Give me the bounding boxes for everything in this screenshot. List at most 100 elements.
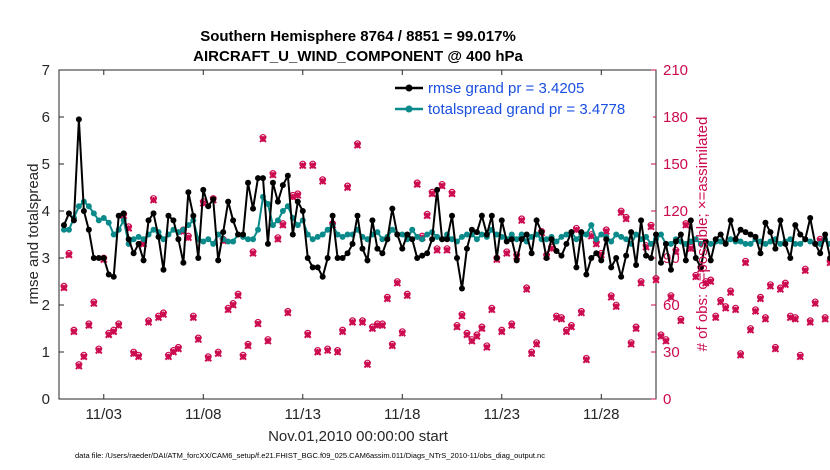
series-point-0 bbox=[75, 116, 82, 123]
series-point-1 bbox=[593, 236, 600, 243]
legend-spread-marker bbox=[405, 105, 413, 113]
legend-box bbox=[391, 77, 653, 119]
obs-assimilated-marker bbox=[60, 284, 68, 292]
x-tick-label: 11/23 bbox=[484, 406, 520, 423]
series-point-0 bbox=[180, 259, 187, 266]
series-point-1 bbox=[543, 236, 550, 243]
series-point-1 bbox=[274, 217, 281, 224]
series-point-0 bbox=[687, 217, 694, 224]
obs-assimilated-marker bbox=[254, 320, 262, 328]
obs-assimilated-marker bbox=[751, 307, 760, 315]
series-point-1 bbox=[807, 238, 814, 245]
series-point-0 bbox=[130, 250, 137, 257]
series-point-0 bbox=[807, 215, 814, 222]
series-point-0 bbox=[692, 255, 699, 261]
series-lines bbox=[60, 116, 830, 292]
obs-assimilated-marker bbox=[483, 343, 491, 352]
series-point-0 bbox=[279, 182, 286, 189]
series-point-0 bbox=[454, 255, 460, 261]
obs-assimilated-marker bbox=[687, 244, 695, 253]
obs-assimilated-marker bbox=[826, 258, 830, 267]
series-point-1 bbox=[623, 236, 630, 243]
series-point-1 bbox=[648, 240, 655, 247]
series-point-0 bbox=[309, 264, 316, 271]
obs-assimilated-marker bbox=[577, 309, 586, 317]
series-point-1 bbox=[160, 236, 167, 243]
series-point-0 bbox=[120, 210, 127, 217]
series-point-1 bbox=[588, 222, 595, 229]
series-point-1 bbox=[792, 240, 799, 247]
obs-assimilated-marker bbox=[478, 324, 486, 333]
obs-assimilated-stroke bbox=[826, 258, 830, 264]
obs-assimilated-marker bbox=[756, 295, 765, 303]
series-point-1 bbox=[434, 233, 441, 240]
series-point-0 bbox=[90, 255, 97, 261]
series-point-0 bbox=[250, 205, 257, 212]
series-point-1 bbox=[633, 231, 640, 238]
series-point-1 bbox=[458, 233, 465, 240]
series-point-1 bbox=[205, 236, 212, 243]
right-tick-label: 0 bbox=[663, 391, 671, 408]
obs-assimilated-marker bbox=[338, 327, 347, 336]
series-point-0 bbox=[339, 255, 346, 261]
obs-assimilated-marker bbox=[294, 191, 302, 200]
series-point-0 bbox=[115, 212, 122, 219]
series-point-0 bbox=[473, 229, 480, 236]
x-tick-label: 11/03 bbox=[86, 406, 122, 423]
x-axis-label: Nov.01,2010 00:00:00 start bbox=[268, 428, 449, 445]
series-point-0 bbox=[468, 226, 475, 233]
series-point-0 bbox=[513, 257, 520, 264]
series-point-0 bbox=[702, 238, 709, 245]
series-point-1 bbox=[95, 217, 102, 224]
series-point-1 bbox=[583, 231, 590, 238]
series-point-0 bbox=[618, 273, 625, 280]
obs-assimilated-marker bbox=[682, 221, 690, 229]
series-point-0 bbox=[284, 172, 291, 179]
series-point-0 bbox=[583, 271, 590, 278]
obs-assimilated-marker bbox=[388, 342, 397, 350]
series-point-1 bbox=[573, 236, 580, 243]
obs-assimilated-marker bbox=[602, 227, 610, 236]
obs-assimilated-marker bbox=[443, 246, 451, 254]
obs-assimilated-marker bbox=[403, 291, 411, 300]
obs-assimilated-marker bbox=[189, 313, 198, 322]
obs-assimilated-marker bbox=[244, 342, 252, 350]
obs-assimilated-marker bbox=[716, 298, 725, 306]
series-point-1 bbox=[478, 231, 485, 238]
series-point-0 bbox=[65, 210, 72, 217]
series-point-0 bbox=[259, 175, 266, 182]
y-axis-label: rmse and totalspread bbox=[25, 164, 42, 305]
series-point-0 bbox=[797, 231, 804, 238]
obs-assimilated-marker bbox=[652, 276, 660, 284]
series-point-1 bbox=[558, 233, 565, 240]
obs-assimilated-marker bbox=[343, 183, 352, 192]
series-point-1 bbox=[657, 231, 664, 238]
obs-assimilated-marker bbox=[333, 348, 342, 356]
series-point-0 bbox=[379, 250, 386, 257]
obs-assimilated-marker bbox=[647, 222, 655, 231]
series-point-0 bbox=[230, 217, 237, 224]
left-axis-ticks: 0 1 2 3 4 5 6 7 bbox=[42, 62, 64, 408]
series-point-0 bbox=[503, 238, 510, 245]
obs-assimilated-marker bbox=[229, 301, 237, 309]
series-point-0 bbox=[165, 212, 172, 219]
series-point-0 bbox=[429, 236, 436, 243]
obs-assimilated-marker bbox=[274, 235, 282, 243]
series-point-0 bbox=[319, 273, 326, 280]
obs-assimilated-marker bbox=[607, 293, 615, 301]
obs-assimilated-marker bbox=[498, 327, 506, 336]
series-point-0 bbox=[762, 219, 769, 226]
series-point-0 bbox=[812, 240, 819, 247]
series-point-1 bbox=[697, 240, 704, 247]
series-point-1 bbox=[339, 233, 346, 240]
series-point-0 bbox=[528, 250, 535, 257]
obs-assimilated-marker bbox=[726, 288, 735, 297]
series-point-0 bbox=[787, 255, 794, 261]
series-point-0 bbox=[125, 236, 132, 243]
series-point-0 bbox=[682, 257, 689, 264]
left-tick-label: 5 bbox=[42, 156, 50, 173]
obs-assimilated-marker bbox=[413, 180, 421, 189]
right-tick-label: 150 bbox=[663, 156, 688, 173]
series-point-0 bbox=[553, 247, 560, 254]
